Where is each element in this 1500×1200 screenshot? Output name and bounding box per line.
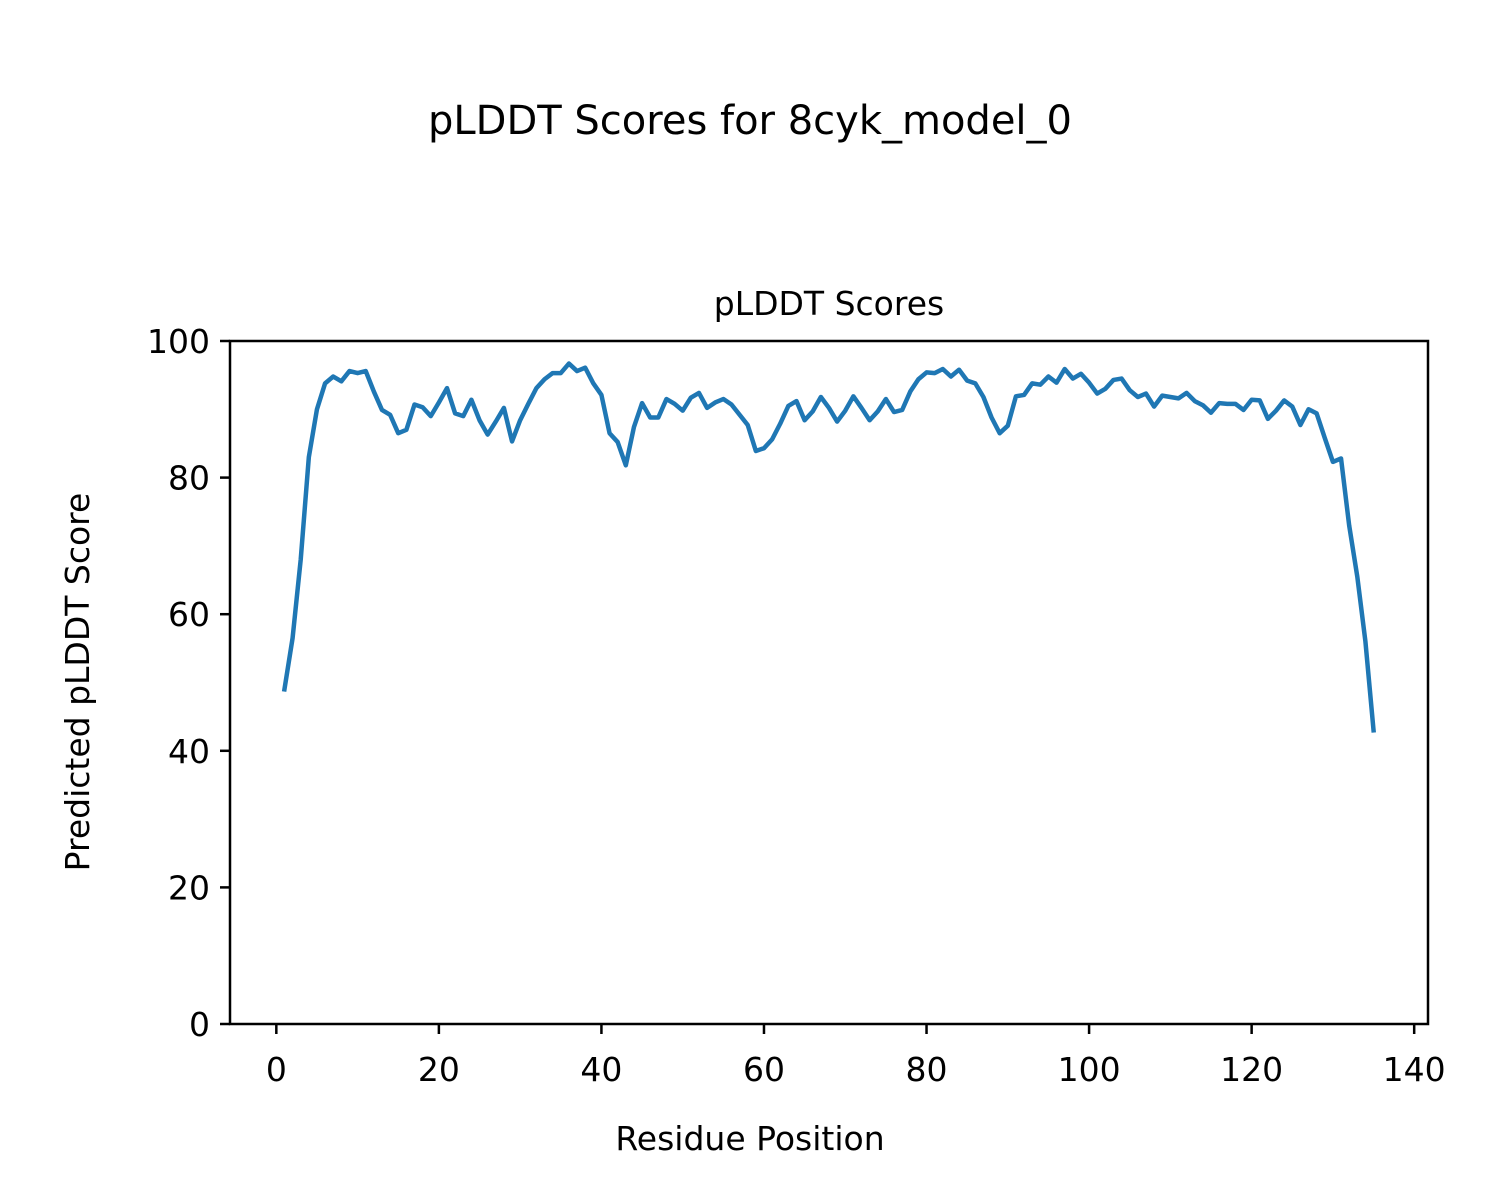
y-tick-label: 100 [147,322,210,361]
series-layer [281,361,1376,733]
x-tick-label: 80 [906,1050,948,1089]
x-tick-label: 100 [1058,1050,1121,1089]
x-tick-label: 60 [743,1050,785,1089]
x-tick-label: 140 [1383,1050,1446,1089]
x-tick-label: 0 [266,1050,287,1089]
ticks-layer: 0 20 40 60 80 100 120 140 0 20 40 60 80 100 [147,322,1446,1089]
y-tick-label: 0 [189,1005,210,1044]
figure-suptitle: pLDDT Scores for 8cyk_model_0 [428,98,1072,144]
x-tick-label: 120 [1220,1050,1283,1089]
x-tick-label: 40 [580,1050,622,1089]
x-axis-label: Residue Position [615,1119,884,1158]
y-tick-label: 80 [168,459,210,498]
series-line-0 [281,361,1376,733]
axes-title: pLDDT Scores [714,284,944,323]
axes-frame [228,339,1430,1026]
y-tick-label: 20 [168,868,210,907]
y-tick-label: 60 [168,595,210,634]
y-axis-label: Predicted pLDDT Score [58,493,97,872]
x-tick-label: 20 [418,1050,460,1089]
y-tick-label: 40 [168,732,210,771]
